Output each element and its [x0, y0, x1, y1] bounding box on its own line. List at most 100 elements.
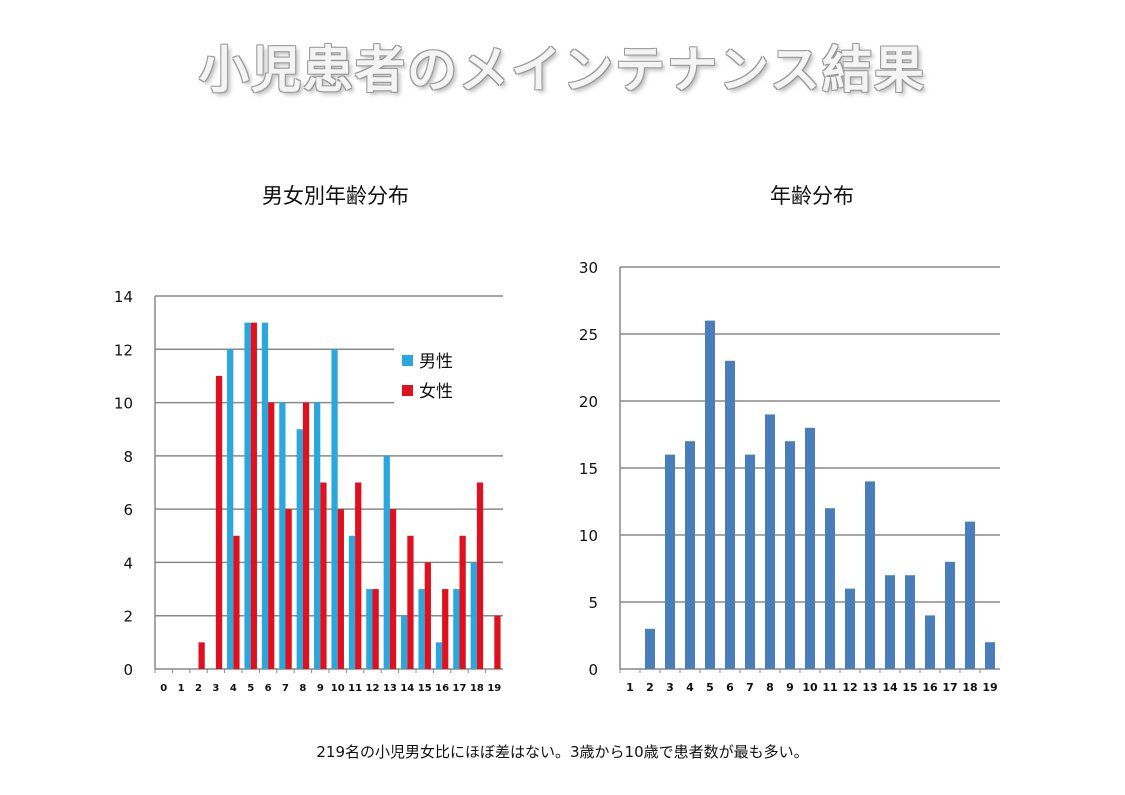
bar-count-17	[945, 561, 955, 669]
x-tick-label: 4	[230, 683, 237, 694]
chart-title-gender-age: 男女別年齢分布	[262, 184, 409, 208]
legend-label: 男性	[419, 352, 453, 372]
y-tick-label: 5	[588, 594, 598, 612]
bar-女性-2	[198, 642, 205, 669]
x-tick-label: 5	[247, 683, 254, 694]
bar-count-9	[785, 441, 795, 669]
x-tick-label: 0	[160, 683, 167, 694]
bar-女性-6	[268, 402, 275, 669]
bar-女性-17	[459, 535, 466, 669]
bar-女性-10	[337, 509, 344, 669]
y-tick-label: 14	[114, 288, 133, 306]
bar-女性-14	[407, 535, 414, 669]
x-tick-label: 19	[487, 683, 501, 694]
y-tick-label: 15	[579, 460, 598, 478]
bar-女性-15	[424, 562, 431, 669]
bar-count-18	[965, 521, 975, 669]
bar-女性-13	[389, 509, 397, 669]
y-tick-label: 10	[114, 395, 133, 413]
bar-男性-12	[366, 589, 373, 669]
x-tick-label: 7	[746, 681, 754, 694]
x-tick-label: 14	[400, 683, 414, 694]
chart-title-age: 年齢分布	[770, 184, 854, 208]
bar-count-11	[825, 508, 835, 669]
x-tick-label: 2	[646, 681, 654, 694]
slide-title: 小児患者のメインテナンス結果	[199, 41, 926, 99]
bar-男性-15	[418, 589, 425, 669]
bar-count-8	[765, 414, 775, 669]
x-tick-label: 10	[802, 681, 818, 694]
x-tick-label: 15	[418, 683, 432, 694]
x-tick-label: 11	[348, 683, 362, 694]
bar-男性-14	[401, 615, 408, 669]
x-tick-label: 13	[383, 683, 397, 694]
x-tick-label: 14	[882, 681, 898, 694]
x-tick-label: 2	[195, 683, 202, 694]
bar-男性-8	[296, 429, 303, 669]
y-tick-label: 0	[123, 661, 133, 679]
bar-count-2	[645, 628, 655, 669]
bar-男性-9	[314, 402, 321, 669]
bar-女性-18	[476, 482, 484, 669]
bar-count-12	[845, 588, 855, 669]
x-tick-label: 19	[982, 681, 997, 694]
bar-count-14	[885, 575, 895, 669]
x-tick-label: 12	[366, 683, 380, 694]
x-tick-label: 6	[726, 681, 734, 694]
y-tick-label: 25	[579, 326, 598, 344]
bar-女性-5	[250, 322, 257, 669]
x-tick-label: 12	[842, 681, 857, 694]
bar-女性-12	[372, 589, 379, 669]
bar-女性-19	[494, 615, 501, 669]
bar-男性-4	[227, 349, 234, 669]
y-tick-label: 20	[579, 393, 598, 411]
bar-男性-11	[348, 535, 356, 669]
bar-count-16	[925, 615, 935, 669]
x-tick-label: 7	[282, 683, 289, 694]
bar-男性-13	[383, 455, 390, 669]
bar-男性-6	[261, 322, 269, 669]
x-tick-label: 4	[686, 681, 694, 694]
bar-女性-8	[302, 402, 310, 669]
caption: 219名の小児男女比にほぼ差はない。3歳から10歳で患者数が最も多い。	[316, 743, 809, 761]
x-tick-label: 9	[317, 683, 324, 694]
y-tick-label: 12	[114, 341, 133, 359]
bar-count-13	[865, 481, 875, 669]
x-tick-label: 1	[178, 683, 185, 694]
x-tick-label: 18	[470, 683, 484, 694]
y-tick-label: 8	[123, 448, 133, 466]
bar-女性-9	[320, 482, 327, 669]
x-tick-label: 16	[435, 683, 449, 694]
x-tick-label: 15	[902, 681, 917, 694]
y-tick-label: 6	[123, 501, 133, 519]
y-tick-label: 0	[588, 661, 598, 679]
y-tick-label: 4	[123, 554, 133, 572]
x-tick-label: 9	[786, 681, 794, 694]
x-tick-label: 3	[666, 681, 674, 694]
bar-男性-7	[279, 402, 286, 669]
x-tick-label: 5	[706, 681, 714, 694]
x-tick-label: 13	[862, 681, 877, 694]
bar-count-10	[805, 427, 815, 669]
legend-swatch-男性	[402, 355, 413, 366]
bar-count-5	[705, 320, 715, 669]
bar-count-19	[985, 642, 995, 669]
x-tick-label: 8	[766, 681, 774, 694]
bar-男性-16	[435, 642, 443, 669]
x-tick-label: 8	[299, 683, 306, 694]
bar-男性-5	[244, 322, 251, 669]
bar-女性-4	[233, 535, 240, 669]
x-tick-label: 1	[626, 681, 634, 694]
bar-男性-10	[331, 349, 338, 669]
legend-label: 女性	[419, 382, 453, 402]
legend-swatch-女性	[402, 385, 413, 396]
bar-女性-7	[285, 509, 292, 669]
x-tick-label: 6	[265, 683, 272, 694]
bar-count-6	[725, 360, 735, 669]
y-tick-label: 10	[579, 527, 598, 545]
x-tick-label: 10	[331, 683, 345, 694]
x-tick-label: 17	[942, 681, 957, 694]
bar-count-7	[745, 454, 755, 669]
bar-男性-17	[453, 589, 460, 669]
